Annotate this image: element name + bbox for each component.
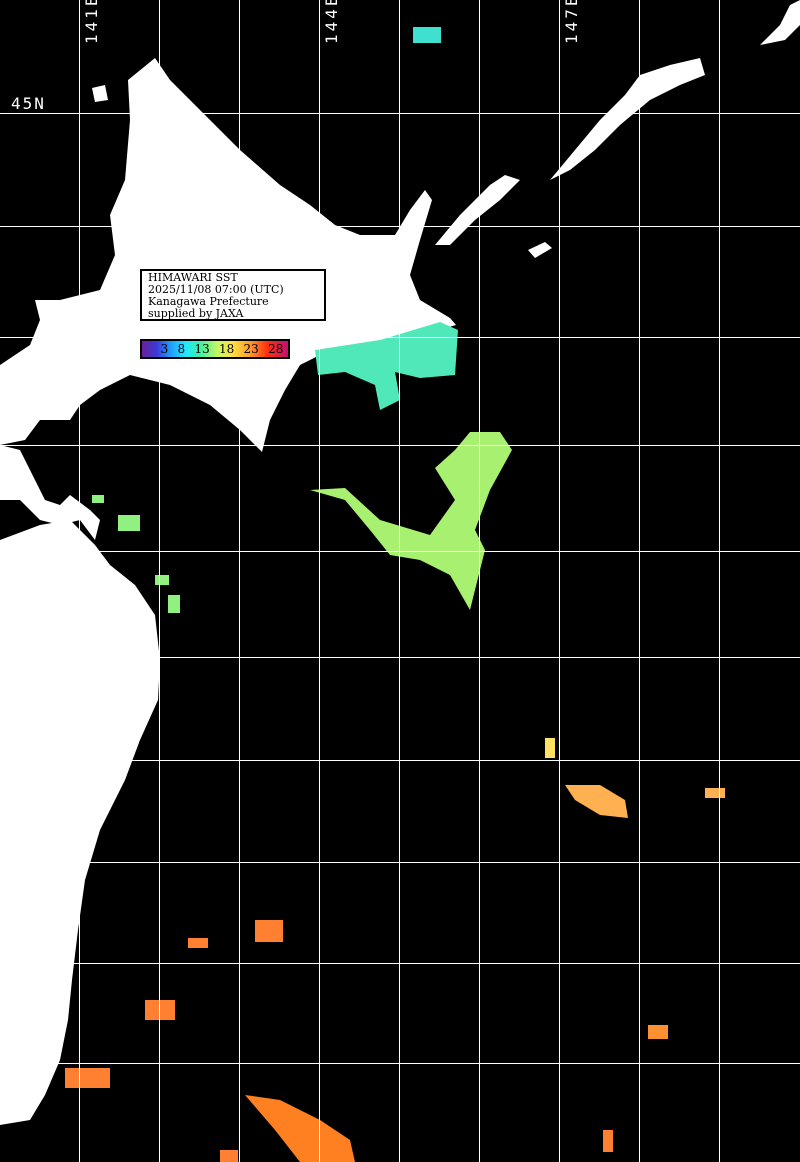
- hokkaido: [0, 58, 456, 452]
- legend-tick: 28: [268, 342, 284, 356]
- color-legend: 3 8 13 18 23 28: [140, 339, 290, 359]
- sst-patch: [705, 788, 725, 798]
- sst-patch: [155, 575, 169, 585]
- sst-patches: [65, 27, 725, 1162]
- lon-label-141e: 141E: [82, 0, 101, 44]
- info-title: HIMAWARI SST: [148, 271, 238, 284]
- sst-patch: [315, 322, 458, 410]
- lon-label-144e: 144E: [322, 0, 341, 44]
- legend-tick: 18: [218, 342, 235, 356]
- lat-label-45n: 45N: [11, 94, 46, 113]
- iturup-island: [550, 58, 705, 180]
- legend-tick: 8: [177, 342, 186, 356]
- legend-tick: 13: [194, 342, 210, 356]
- urup-island: [760, 0, 800, 45]
- info-box: HIMAWARI SST 2025/11/08 07:00 (UTC) Kana…: [140, 269, 326, 321]
- sst-patch: [168, 595, 180, 613]
- sst-patch: [188, 938, 208, 948]
- sst-patch: [413, 27, 441, 43]
- sst-patch: [220, 1150, 238, 1162]
- sst-patch: [565, 785, 628, 818]
- legend-tick: 23: [243, 342, 259, 356]
- sst-patch: [310, 432, 512, 610]
- oshima-peninsula: [0, 445, 100, 540]
- info-region: Kanagawa Prefecture: [148, 295, 269, 308]
- sst-patch: [92, 495, 104, 503]
- kunashiri-island: [435, 175, 520, 245]
- shikotan-island: [528, 242, 552, 258]
- sst-patch: [65, 1068, 110, 1088]
- info-credit: supplied by JAXA: [148, 307, 244, 320]
- rebun-rishiri: [92, 85, 108, 102]
- sst-patch: [245, 1095, 355, 1162]
- lon-label-147e: 147E: [562, 0, 581, 44]
- info-datetime: 2025/11/08 07:00 (UTC): [148, 283, 284, 296]
- sst-patch: [603, 1130, 613, 1152]
- sst-patch: [648, 1025, 668, 1039]
- sst-patch: [118, 515, 140, 531]
- sst-patch: [545, 738, 555, 758]
- sst-patch: [255, 920, 283, 942]
- legend-tick: 3: [160, 342, 169, 356]
